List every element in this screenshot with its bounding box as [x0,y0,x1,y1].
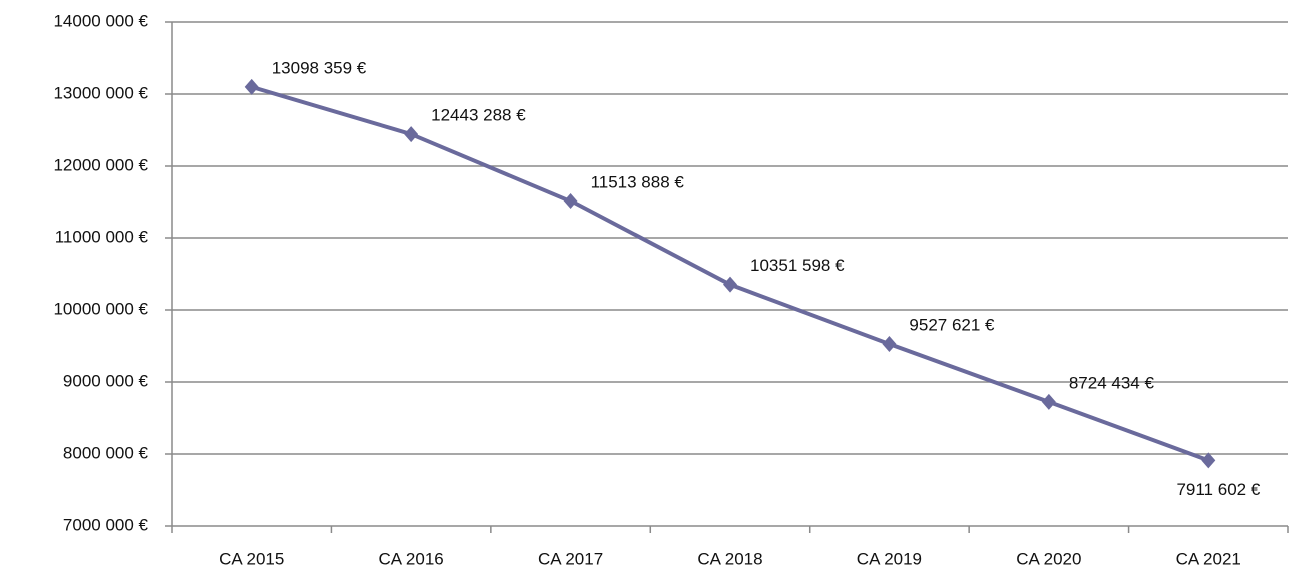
data-label: 8724 434 € [1069,373,1155,392]
y-tick-label: 14000 000 € [53,11,148,30]
x-tick-label: CA 2018 [697,549,762,568]
data-label: 12443 288 € [431,106,526,125]
marker [404,126,419,143]
y-tick-label: 11000 000 € [55,227,149,246]
marker [244,78,259,95]
data-label: 11513 888 € [591,172,685,191]
x-tick-label: CA 2016 [379,549,444,568]
x-tick-label: CA 2019 [857,549,922,568]
y-tick-label: 12000 000 € [53,155,148,174]
marker [563,193,578,210]
x-tick-label: CA 2015 [219,549,284,568]
y-tick-label: 10000 000 € [53,299,148,318]
y-tick-label: 9000 000 € [63,371,149,390]
line [251,85,1209,463]
marker [1201,452,1216,469]
y-tick-label: 13000 000 € [53,83,148,102]
x-tick-label: CA 2017 [538,549,603,568]
data-label: 10351 598 € [750,256,845,275]
y-tick-label: 8000 000 € [63,443,149,462]
data-label: 13098 359 € [272,58,367,77]
data-label: 9527 621 € [909,315,995,334]
data-label: 7911 602 € [1176,480,1260,499]
marker [723,276,737,293]
marker [1041,393,1056,410]
marker [882,336,897,353]
x-tick-label: CA 2021 [1176,549,1241,568]
y-tick-label: 7000 000 € [63,515,149,534]
x-tick-label: CA 2020 [1016,549,1081,568]
